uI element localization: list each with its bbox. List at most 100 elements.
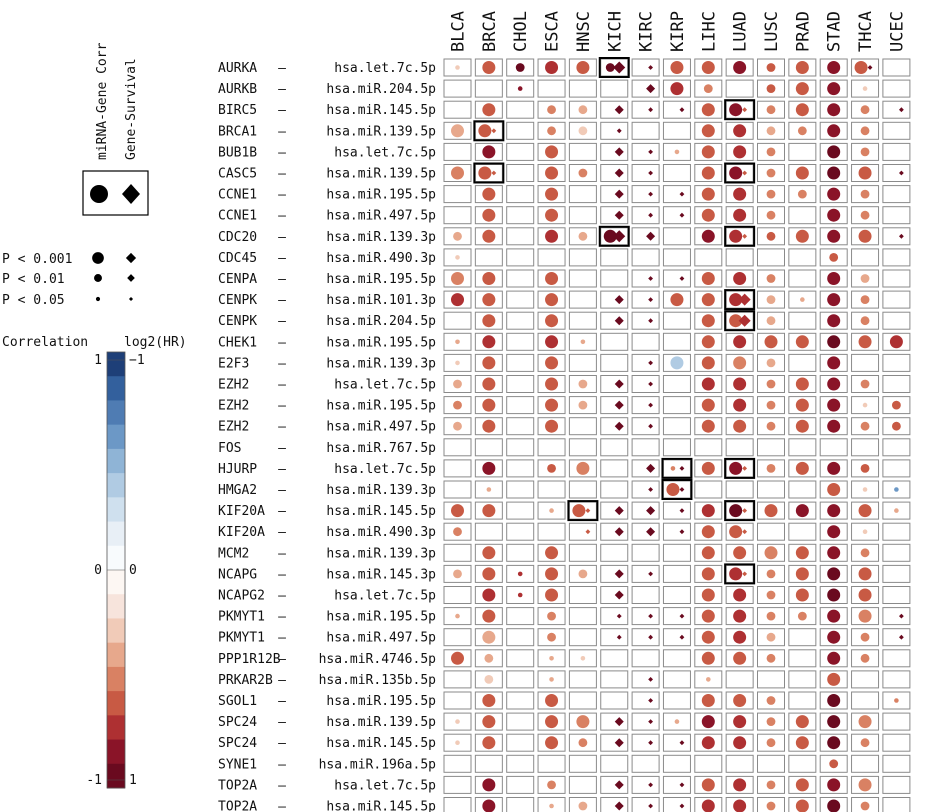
row-dash: – (278, 145, 286, 160)
corr-circle (795, 377, 809, 391)
grid-cell (600, 164, 629, 182)
corr-circle (706, 677, 711, 682)
survival-diamond (646, 527, 656, 537)
grid-cell (600, 121, 629, 140)
highlight-box (661, 457, 693, 479)
corr-circle (827, 525, 841, 539)
highlight-box (473, 162, 505, 184)
survival-diamond (648, 803, 653, 809)
survival-diamond (679, 634, 685, 640)
row-mirna-label: hsa.miR.204.5p (326, 314, 436, 329)
corr-circle (482, 715, 496, 729)
grid-cell (882, 206, 911, 225)
grid-cell (537, 79, 566, 98)
corr-circle (545, 314, 559, 328)
survival-diamond (614, 506, 624, 516)
colorbar-segment (107, 739, 125, 765)
survival-diamond (742, 466, 748, 471)
grid-cell (631, 248, 660, 267)
row-gene-label: CDC45 (218, 251, 257, 266)
corr-circle (827, 630, 841, 644)
grid-cell (757, 438, 785, 457)
corr-circle (670, 293, 684, 307)
corr-circle (701, 567, 715, 581)
grid-cell (662, 628, 691, 647)
corr-circle (860, 379, 870, 389)
survival-diamond (648, 613, 653, 619)
row-gene-label: CCNE1 (218, 209, 257, 224)
corr-circle (578, 105, 588, 115)
corr-circle (827, 124, 841, 138)
corr-circle (733, 145, 747, 159)
corr-circle (549, 803, 554, 809)
corr-circle (701, 272, 715, 285)
row-mirna-label: hsa.miR.139.3p (326, 230, 436, 245)
corr-circle (549, 677, 554, 682)
corr-circle (578, 738, 588, 748)
survival-diamond (616, 634, 622, 640)
grid-cell (662, 733, 691, 752)
corr-circle (451, 293, 464, 307)
corr-circle (766, 274, 776, 283)
grid-cell (694, 248, 723, 267)
corr-circle (795, 778, 809, 792)
grid-cell (631, 121, 660, 140)
corr-circle (484, 675, 494, 684)
grid-cell (662, 248, 691, 267)
row-gene-label: NCAPG (218, 567, 257, 582)
corr-circle (827, 799, 841, 812)
survival-diamond (648, 107, 653, 113)
row-gene-label: AURKA (218, 61, 257, 76)
corr-circle (451, 504, 464, 518)
corr-circle (862, 487, 868, 492)
grid-cell (788, 670, 817, 689)
colorbar-segment (107, 666, 125, 692)
grid-cell (568, 628, 597, 647)
corr-circle (545, 293, 559, 307)
grid-cell (631, 564, 660, 583)
survival-diamond (738, 293, 751, 306)
grid-cell (600, 417, 629, 436)
corr-circle (795, 82, 809, 96)
legend-corr-title: Correlation (2, 335, 88, 350)
corr-circle (858, 609, 872, 623)
grid-cell (506, 754, 535, 773)
grid-cell (600, 712, 629, 731)
corr-circle (827, 145, 841, 159)
corr-circle (455, 360, 460, 366)
grid-cell (631, 206, 660, 225)
grid-cell (631, 58, 660, 77)
row-dash: – (278, 82, 286, 97)
grid-cell (506, 269, 535, 288)
row-dash: – (278, 652, 286, 667)
survival-diamond (614, 527, 624, 537)
column-header-luad: LUAD (731, 11, 751, 52)
grid-cell (882, 290, 911, 309)
grid-cell (788, 142, 817, 161)
corr-circle (854, 61, 868, 74)
row-mirna-label: hsa.miR.145.5p (326, 504, 436, 519)
corr-circle (766, 611, 776, 621)
legend-diamond (122, 184, 140, 204)
row-dash: – (278, 441, 286, 456)
legend-pval-circle (92, 252, 104, 264)
grid-cell (443, 754, 472, 773)
row-gene-label: PKMYT1 (218, 631, 265, 646)
corr-circle (860, 210, 870, 220)
row-dash: – (278, 272, 286, 287)
grid-cell (882, 564, 911, 583)
grid-cell (600, 501, 629, 520)
survival-diamond (614, 147, 624, 157)
corr-circle (733, 124, 747, 138)
grid-cell (631, 375, 660, 393)
grid-cell (631, 733, 660, 752)
highlight-box (724, 99, 756, 121)
grid-cell (819, 438, 848, 457)
row-dash: – (278, 356, 286, 371)
corr-circle (701, 609, 715, 623)
row-dash: – (278, 167, 286, 182)
corr-circle (701, 166, 715, 180)
grid-cell (568, 586, 597, 604)
colorbar-hr-tick: −1 (129, 353, 145, 368)
grid-cell (882, 775, 911, 794)
